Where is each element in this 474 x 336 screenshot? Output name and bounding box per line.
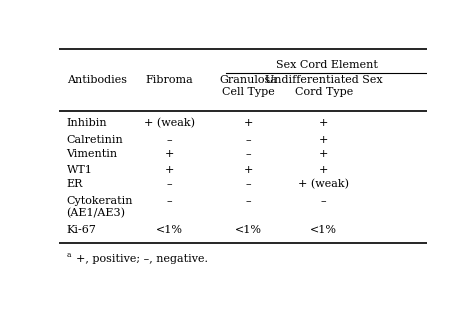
Text: Calretinin: Calretinin: [66, 135, 123, 145]
Text: Granulosa
Cell Type: Granulosa Cell Type: [219, 75, 277, 97]
Text: –: –: [246, 179, 251, 189]
Text: + (weak): + (weak): [144, 118, 195, 128]
Text: +: +: [244, 165, 253, 174]
Text: Ki-67: Ki-67: [66, 225, 97, 235]
Text: <1%: <1%: [156, 225, 183, 235]
Text: +: +: [319, 165, 328, 174]
Text: Cytokeratin
(AE1/AE3): Cytokeratin (AE1/AE3): [66, 196, 133, 218]
Text: Vimentin: Vimentin: [66, 150, 118, 160]
Text: +, positive; –, negative.: +, positive; –, negative.: [76, 254, 208, 264]
Text: +: +: [165, 150, 174, 160]
Text: –: –: [246, 135, 251, 145]
Text: WT1: WT1: [66, 165, 92, 174]
Text: Sex Cord Element: Sex Cord Element: [275, 60, 377, 70]
Text: Fibroma: Fibroma: [146, 75, 193, 85]
Text: +: +: [319, 150, 328, 160]
Text: <1%: <1%: [235, 225, 262, 235]
Text: Inhibin: Inhibin: [66, 118, 107, 128]
Text: –: –: [167, 179, 172, 189]
Text: +: +: [165, 165, 174, 174]
Text: <1%: <1%: [310, 225, 337, 235]
Text: +: +: [244, 118, 253, 128]
Text: –: –: [167, 135, 172, 145]
Text: Antibodies: Antibodies: [66, 75, 127, 85]
Text: +: +: [319, 135, 328, 145]
Text: –: –: [246, 150, 251, 160]
Text: –: –: [167, 196, 172, 206]
Text: –: –: [246, 196, 251, 206]
Text: a: a: [66, 251, 71, 259]
Text: ER: ER: [66, 179, 83, 189]
Text: +: +: [319, 118, 328, 128]
Text: Undifferentiated Sex
Cord Type: Undifferentiated Sex Cord Type: [265, 75, 383, 97]
Text: –: –: [321, 196, 327, 206]
Text: + (weak): + (weak): [298, 179, 349, 190]
